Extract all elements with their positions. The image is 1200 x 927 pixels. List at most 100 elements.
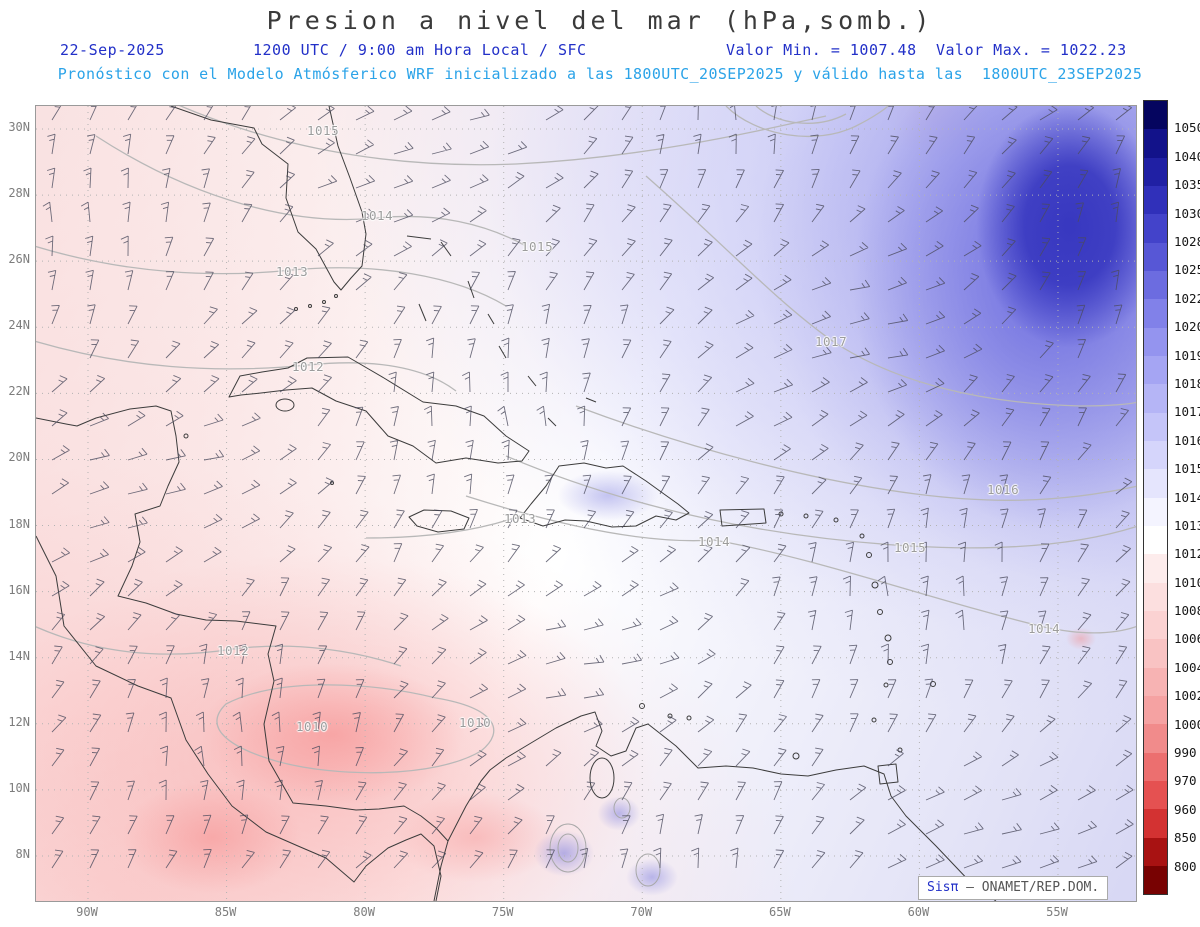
colorbar-tick-label: 800 <box>1174 858 1197 874</box>
colorbar-tick-label: 1010 <box>1174 574 1200 590</box>
colorbar-segment <box>1144 355 1167 385</box>
colorbar-tick-label: 1008 <box>1174 603 1200 619</box>
colorbar-segment <box>1144 412 1167 441</box>
date-label: 22-Sep-2025 <box>60 41 165 59</box>
colorbar-tick-label: 1004 <box>1174 659 1200 675</box>
colorbar-tick-label: 1022 <box>1174 290 1200 306</box>
isobar-value-label: 1013 <box>276 264 309 279</box>
page-title: Presion a nivel del mar (hPa,somb.) <box>266 6 934 35</box>
colorbar-tick-label: 1035 <box>1174 177 1200 193</box>
x-axis-tick-label: 65W <box>769 905 791 919</box>
colorbar-segment <box>1144 667 1167 696</box>
x-axis-tick-label: 90W <box>76 905 98 919</box>
colorbar-segment <box>1144 610 1167 640</box>
colorbar-tick-label: 1028 <box>1174 233 1200 249</box>
colorbar-segment <box>1144 752 1167 781</box>
x-axis-tick-label: 55W <box>1046 905 1068 919</box>
colorbar-segment <box>1144 270 1167 300</box>
colorbar-tick-label: 1016 <box>1174 432 1200 448</box>
colorbar-tick-label: 1040 <box>1174 148 1200 164</box>
x-axis-tick-label: 60W <box>907 905 930 919</box>
pressure-map: 1015 1014 1013 1015 1012 1017 1016 1013 1014 1015… <box>35 105 1137 902</box>
isobar-value-label: 1014 <box>698 534 731 549</box>
colorbar-tick-label: 970 <box>1174 773 1197 789</box>
colorbar-segment <box>1144 327 1167 356</box>
isobar-value-label: 1014 <box>361 208 394 223</box>
colorbar-segment <box>1144 554 1167 583</box>
colorbar-tick-label: 1002 <box>1174 688 1200 704</box>
x-axis-tick-label: 75W <box>491 905 514 919</box>
colorbar-segment <box>1144 157 1167 186</box>
y-axis-tick-label: 8N <box>15 846 30 861</box>
colorbar-tick-label: 850 <box>1174 830 1197 846</box>
colorbar <box>1143 100 1168 895</box>
colorbar-tick-label: 1017 <box>1174 404 1200 420</box>
isobar-value-label: 1010 <box>459 715 492 730</box>
colorbar-tick-label: 1014 <box>1174 489 1200 505</box>
y-axis-tick-label: 14N <box>8 648 30 663</box>
max-value-label: Valor Max. = 1022.23 <box>936 41 1127 59</box>
wind-barbs <box>42 106 1134 869</box>
colorbar-tick-label: 1015 <box>1174 461 1200 477</box>
colorbar-tick-label: 960 <box>1174 801 1197 817</box>
model-info-label: Pronóstico con el Modelo Atmósferico WRF… <box>57 65 1143 83</box>
colorbar-segment <box>1144 525 1167 555</box>
credit-org: – ONAMET/REP.DOM. <box>966 880 1100 895</box>
colorbar-tick-label: 1000 <box>1174 716 1200 732</box>
colorbar-segment <box>1144 129 1167 158</box>
coastlines <box>36 106 997 901</box>
isobar-lines <box>36 106 1136 887</box>
colorbar-tick-label: 1006 <box>1174 631 1200 647</box>
y-axis-tick-label: 22N <box>8 384 30 399</box>
colorbar-tick-label: 1019 <box>1174 347 1200 363</box>
colorbar-segment <box>1144 469 1167 498</box>
colorbar-segment <box>1144 837 1167 866</box>
x-axis-tick-label: 80W <box>353 905 375 919</box>
credit-box: Sisπ – ONAMET/REP.DOM. <box>918 876 1109 900</box>
y-axis-tick-label: 28N <box>8 186 30 201</box>
colorbar-segment <box>1144 440 1167 470</box>
isobar-value-label: 1017 <box>815 334 848 349</box>
isobar-value-label: 1015 <box>307 123 340 138</box>
isobar-value-label: 1012 <box>292 359 325 374</box>
colorbar-segment <box>1144 214 1167 243</box>
isobar-value-label: 1016 <box>987 482 1020 497</box>
colorbar-segment <box>1144 780 1167 810</box>
credit-brand: Sisπ <box>927 880 967 895</box>
map-canvas <box>36 106 1136 901</box>
colorbar-segment <box>1144 809 1167 838</box>
colorbar-segment <box>1144 384 1167 413</box>
y-axis-tick-label: 26N <box>8 252 30 267</box>
colorbar-segment <box>1144 185 1167 215</box>
isobar-value-label: 1014 <box>1028 621 1061 636</box>
colorbar-tick-label: 990 <box>1174 745 1197 761</box>
colorbar-tick-label: 1050 <box>1174 120 1200 136</box>
isobar-value-label: 1015 <box>894 540 927 555</box>
isobar-value-label: 1013 <box>504 511 537 526</box>
colorbar-segment <box>1144 695 1167 725</box>
colorbar-segment <box>1144 497 1167 526</box>
y-axis-tick-label: 24N <box>8 318 30 333</box>
colorbar-segment <box>1144 724 1167 753</box>
colorbar-tick-label: 1018 <box>1174 375 1200 391</box>
colorbar-segment <box>1144 865 1167 895</box>
colorbar-tick-label: 1012 <box>1174 546 1200 562</box>
x-axis-tick-label: 85W <box>214 905 237 919</box>
colorbar-segment <box>1144 582 1167 611</box>
colorbar-segment <box>1144 639 1167 668</box>
colorbar-segment <box>1144 299 1167 328</box>
isobar-value-label: 1012 <box>217 643 250 658</box>
y-axis-tick-label: 12N <box>8 714 30 729</box>
isobar-value-label: 1015 <box>521 239 554 254</box>
colorbar-segment <box>1144 242 1167 271</box>
colorbar-tick-label: 1025 <box>1174 262 1200 278</box>
y-axis-tick-label: 30N <box>8 120 30 134</box>
y-axis-tick-label: 18N <box>8 516 30 531</box>
subtitle-row: 22-Sep-2025 1200 UTC / 9:00 am Hora Loca… <box>0 41 1200 61</box>
y-axis-tick-label: 16N <box>8 582 30 597</box>
colorbar-segment <box>1144 101 1167 130</box>
y-axis-tick-label: 10N <box>8 780 30 795</box>
isobar-value-label: 1010 <box>296 719 329 734</box>
min-value-label: Valor Min. = 1007.48 <box>726 41 917 59</box>
